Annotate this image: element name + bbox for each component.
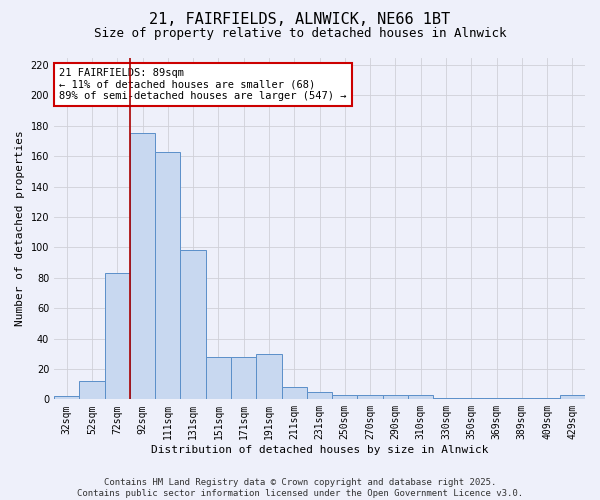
Bar [256,354,281,400]
Bar [408,395,433,400]
Bar [535,398,560,400]
Bar [155,152,181,400]
Bar [281,387,307,400]
Bar [104,273,130,400]
Bar [509,398,535,400]
Text: Contains HM Land Registry data © Crown copyright and database right 2025.
Contai: Contains HM Land Registry data © Crown c… [77,478,523,498]
Bar [484,398,509,400]
Bar [130,134,155,400]
Text: 21, FAIRFIELDS, ALNWICK, NE66 1BT: 21, FAIRFIELDS, ALNWICK, NE66 1BT [149,12,451,28]
Bar [560,395,585,400]
Bar [383,395,408,400]
Bar [358,395,383,400]
Bar [332,395,358,400]
Bar [54,396,79,400]
Bar [181,250,206,400]
Bar [206,357,231,400]
Y-axis label: Number of detached properties: Number of detached properties [15,130,25,326]
Text: Size of property relative to detached houses in Alnwick: Size of property relative to detached ho… [94,28,506,40]
Bar [307,392,332,400]
Text: 21 FAIRFIELDS: 89sqm
← 11% of detached houses are smaller (68)
89% of semi-detac: 21 FAIRFIELDS: 89sqm ← 11% of detached h… [59,68,347,101]
Bar [433,398,458,400]
Bar [231,357,256,400]
X-axis label: Distribution of detached houses by size in Alnwick: Distribution of detached houses by size … [151,445,488,455]
Bar [79,381,104,400]
Bar [458,398,484,400]
